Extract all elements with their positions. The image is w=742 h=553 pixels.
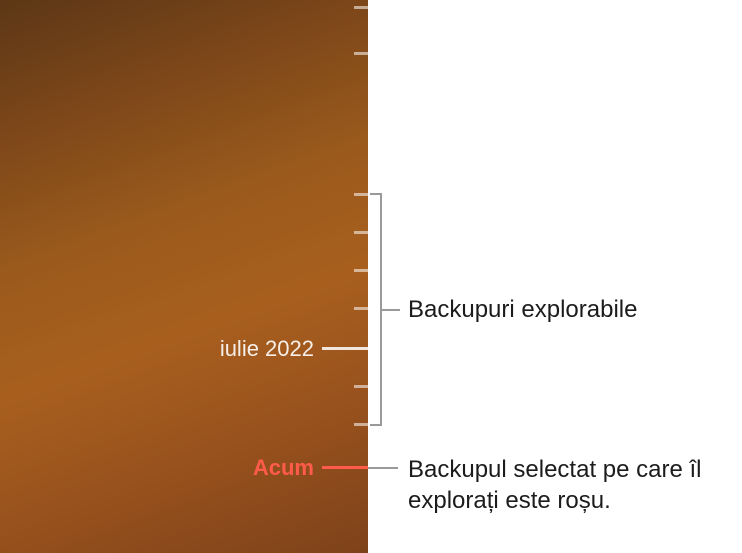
bracket-bottom-notch — [370, 424, 380, 426]
callout-bracket-explorable — [380, 193, 382, 426]
callout-selected-backup: Backupul selectat pe care îl explorați e… — [408, 454, 738, 516]
timeline-tick[interactable] — [354, 231, 368, 234]
timeline-tick[interactable] — [354, 52, 368, 55]
timeline-label-now: Acum — [253, 455, 314, 481]
callout-leader-selected — [368, 467, 398, 469]
annotated-screenshot: iulie 2022 Acum Backupuri explorabile Bac… — [0, 0, 742, 553]
timeline-panel: iulie 2022 Acum — [0, 0, 368, 553]
timeline-tick[interactable] — [354, 385, 368, 388]
timeline-tick-current[interactable] — [322, 466, 368, 469]
timeline-tick[interactable] — [354, 307, 368, 310]
timeline-tick[interactable] — [354, 423, 368, 426]
callout-explorable-backups: Backupuri explorabile — [408, 294, 637, 325]
timeline-tick-major[interactable] — [322, 347, 368, 350]
bracket-stem — [380, 309, 400, 311]
timeline-label-date: iulie 2022 — [220, 336, 314, 362]
timeline-tick[interactable] — [354, 6, 368, 9]
timeline-tick[interactable] — [354, 193, 368, 196]
timeline-tick[interactable] — [354, 269, 368, 272]
bracket-top-notch — [370, 193, 380, 195]
